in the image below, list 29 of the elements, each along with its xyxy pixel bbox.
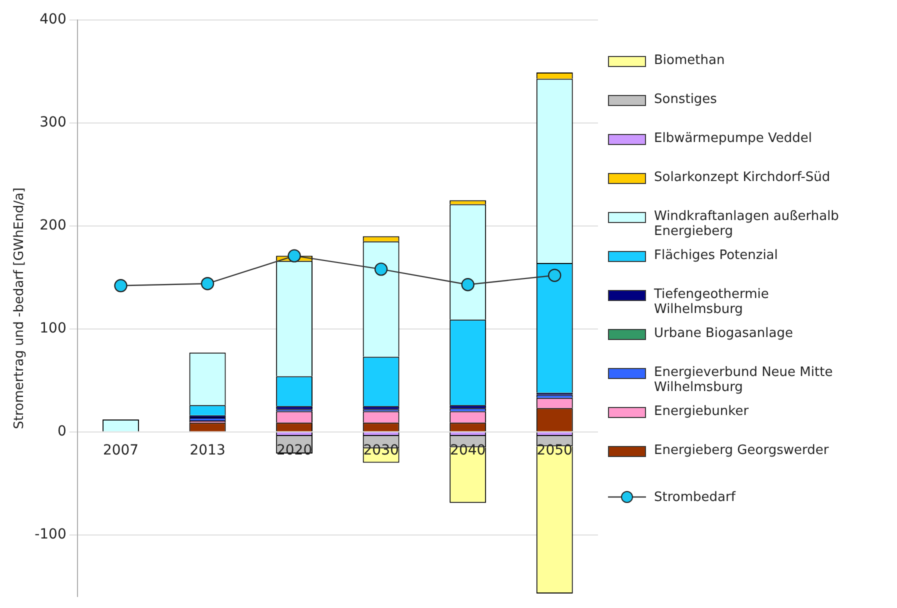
- y-tick-label: 100: [40, 320, 66, 337]
- legend-label: Tiefengeothermie Wilhelmsburg: [654, 287, 770, 317]
- point: [114, 279, 128, 292]
- legend-label: Sonstiges: [654, 92, 717, 107]
- point: [461, 278, 474, 292]
- legend-label: Biomethan: [654, 53, 725, 68]
- x-tick-label: 2013: [190, 442, 226, 458]
- y-axis-title: Stromertrag und -bedarf [GWhEnd/a]: [12, 187, 28, 430]
- legend-label: Energieberg Georgswerder: [654, 443, 829, 458]
- legend-label: Energiebunker: [654, 404, 749, 419]
- legend-label: Windkraftanlagen außerhalb Energieberg: [654, 209, 840, 239]
- y-tick-label: 300: [40, 114, 66, 131]
- x-tick-label: 2040: [450, 442, 486, 458]
- legend-label: Strombedarf: [654, 490, 736, 504]
- legend-label: Elbwärmepumpe Veddel: [654, 131, 812, 146]
- point: [548, 268, 562, 282]
- legend-label: Urbane Biogasanlage: [654, 326, 793, 341]
- legend-label: Solarkonzept Kirchdorf-Süd: [654, 170, 830, 185]
- legend-label: Flächiges Potenzial: [654, 248, 778, 263]
- point: [288, 249, 301, 262]
- y-tick-label: 0: [57, 424, 66, 440]
- legend-label: Energieverbund Neue Mitte Wilhelmsburg: [654, 365, 834, 395]
- x-tick-label: 2050: [536, 442, 572, 458]
- point: [374, 262, 388, 276]
- y-tick-label: 400: [40, 12, 66, 28]
- y-tick-label: 200: [40, 218, 66, 234]
- point: [200, 276, 214, 290]
- y-tick-label: -100: [34, 526, 66, 542]
- x-tick-label: 2007: [102, 442, 139, 458]
